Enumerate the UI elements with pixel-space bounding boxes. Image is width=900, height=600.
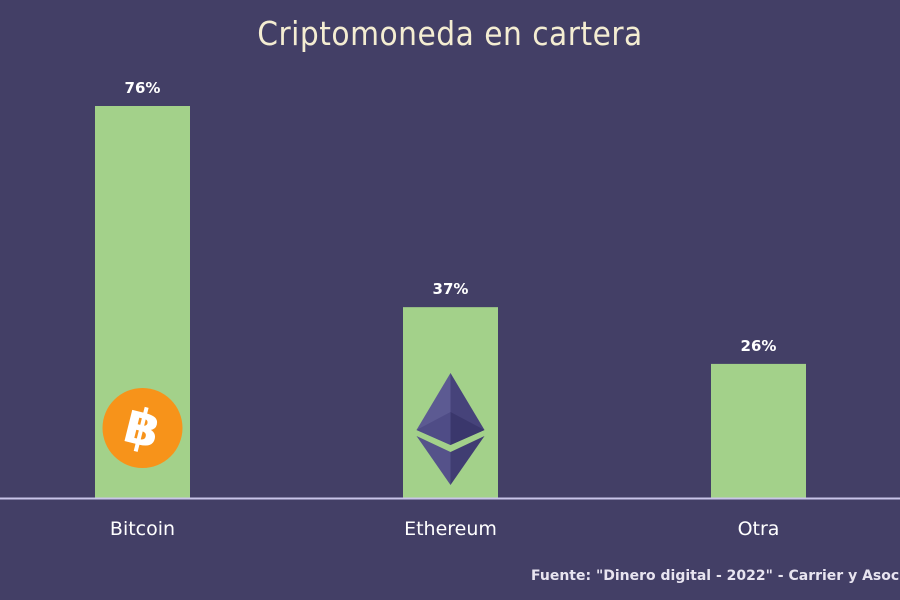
category-label: Ethereum	[404, 518, 497, 540]
chart-title: Criptomoneda en cartera	[257, 14, 643, 53]
category-label: Otra	[738, 518, 780, 540]
value-label: 26%	[741, 337, 777, 355]
category-label: Bitcoin	[110, 518, 175, 540]
bitcoin-icon: ฿	[102, 388, 183, 468]
bar-otra	[711, 363, 806, 498]
ethereum-icon	[416, 373, 485, 485]
value-label: 76%	[125, 79, 161, 97]
value-label: 37%	[433, 280, 469, 298]
source-note: Fuente: "Dinero digital - 2022" - Carrie…	[531, 568, 900, 584]
